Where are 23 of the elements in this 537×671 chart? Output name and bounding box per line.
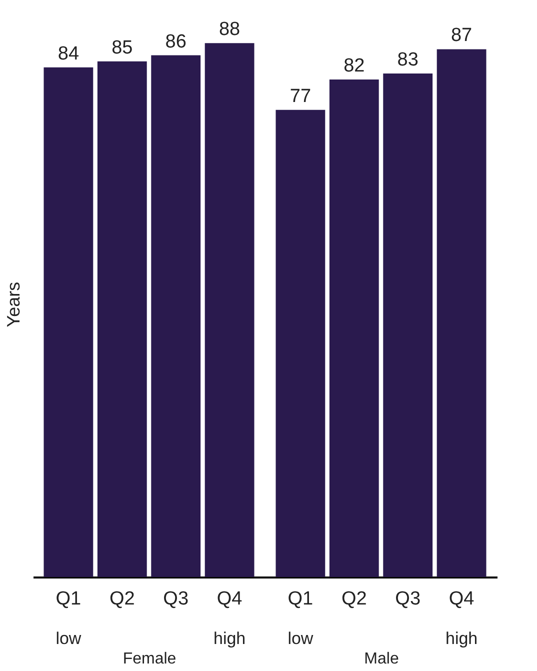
x-tick-label: Q3 [395,588,421,610]
data-label: 84 [58,43,80,64]
x-tick-label: Q1 [56,588,82,610]
data-label: 86 [165,31,186,52]
x-tick-label: Q1 [288,588,314,610]
text: high [213,629,246,648]
text: high [445,629,478,648]
data-label: 82 [344,56,365,77]
x-tick-label: Q3 [163,588,189,610]
data-label: 85 [112,37,133,58]
x-tick-label: Q4 [448,588,475,610]
data-label: 87 [450,25,472,46]
x-tick-label: Q2 [341,588,367,610]
x-tick-label: Q2 [109,588,135,610]
y-axis-title: Years [4,282,24,328]
data-label: 77 [290,86,312,107]
x-axis-title: Female [122,650,176,668]
text: low [288,629,314,648]
text: low [56,629,82,648]
data-label: 83 [397,49,418,70]
x-axis-title: Male [364,650,399,668]
x-tick-label: Q4 [216,588,243,610]
data-label: 88 [218,19,240,40]
